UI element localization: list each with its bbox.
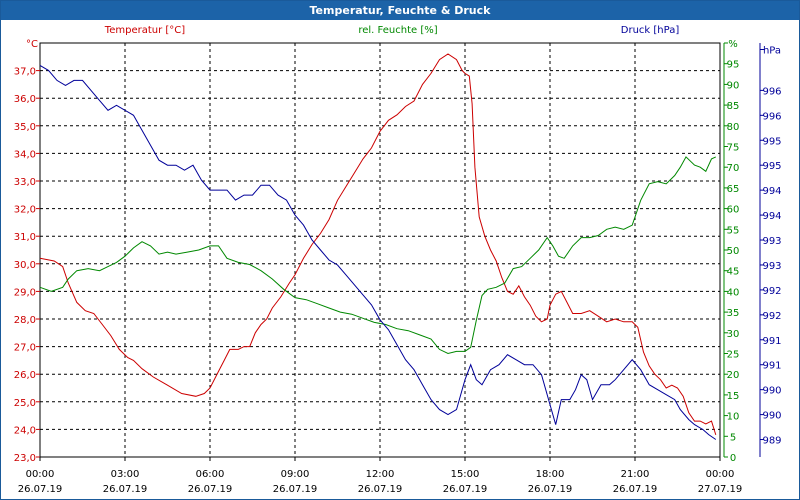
humidity-series-label: rel. Feuchte [%]: [358, 25, 437, 36]
humidity-tick-label: 55: [727, 225, 740, 236]
temperature-tick-label: 32,0: [14, 205, 36, 216]
pressure-tick-label: 990: [762, 386, 781, 397]
humidity-tick-label: 95: [727, 60, 740, 71]
temperature-tick-label: 29,0: [14, 287, 36, 298]
x-tick-time: 15:00: [451, 469, 480, 480]
x-tick-date: 26.07.19: [358, 484, 403, 495]
temperature-tick-label: 33,0: [14, 177, 36, 188]
humidity-tick-label: 45: [727, 267, 740, 278]
humidity-axis: 0 5 10 15 20 25 30 35 40 45 50 55 60 65 70 75 80 85 90 95%: [723, 39, 740, 464]
chart-grid: [39, 42, 721, 458]
pressure-tick-label: 989: [762, 436, 781, 447]
x-tick-date: 27.07.19: [698, 484, 743, 495]
temperature-tick-label: 34,0: [14, 149, 36, 160]
pressure-tick-label: 996: [762, 86, 781, 97]
pressure-tick-label: 995: [762, 136, 781, 147]
humidity-tick-label: 10: [727, 412, 740, 423]
humidity-tick-label: 20: [727, 370, 740, 381]
x-tick-date: 26.07.19: [103, 484, 148, 495]
temperature-line: [39, 53, 717, 436]
pressure-tick-label: 992: [762, 311, 781, 322]
temperature-tick-label: 36,0: [14, 94, 36, 105]
humidity-tick-label: 70: [727, 163, 740, 174]
humidity-tick-label: 25: [727, 350, 740, 361]
x-tick-date: 26.07.19: [273, 484, 318, 495]
temperature-series-label: Temperatur [°C]: [104, 25, 185, 36]
pressure-tick-label: 990: [762, 411, 781, 422]
x-tick-time: 03:00: [111, 469, 140, 480]
x-tick-time: 21:00: [621, 469, 650, 480]
temperature-tick-label: 25,0: [14, 398, 36, 409]
axis-headers: °C Temperatur [°C] rel. Feuchte [%] Druc…: [26, 25, 679, 50]
x-tick-time: 00:00: [706, 469, 735, 480]
x-tick-date: 26.07.19: [528, 484, 573, 495]
pressure-series-label: Druck [hPa]: [621, 25, 680, 36]
x-tick-time: 00:00: [26, 469, 55, 480]
pressure-tick-label: 991: [762, 336, 781, 347]
pressure-tick-label: 992: [762, 286, 781, 297]
pressure-tick-label: 994: [762, 211, 781, 222]
temperature-axis: 23,0 24,0 25,0 26,0 27,0 28,0 29,0 30,0 31,0 32,0…: [14, 67, 40, 464]
x-tick-time: 18:00: [536, 469, 565, 480]
humidity-tick-label: 15: [727, 391, 740, 402]
pressure-tick-label: 993: [762, 261, 781, 272]
temperature-tick-label: 30,0: [14, 260, 36, 271]
x-tick-date: 26.07.19: [443, 484, 488, 495]
window-title: Temperatur, Feuchte & Druck: [1, 1, 799, 20]
pressure-tick-label: 994: [762, 186, 781, 197]
pressure-tick-label: 995: [762, 161, 781, 172]
temperature-tick-label: 23,0: [14, 453, 36, 464]
temperature-tick-label: 26,0: [14, 370, 36, 381]
temperature-tick-label: 35,0: [14, 122, 36, 133]
humidity-line: [39, 156, 717, 355]
x-tick-time: 09:00: [281, 469, 310, 480]
temperature-tick-label: 28,0: [14, 315, 36, 326]
temperature-tick-label: 31,0: [14, 232, 36, 243]
temperature-tick-label: 24,0: [14, 425, 36, 436]
temperature-tick-label: 27,0: [14, 343, 36, 354]
humidity-tick-label: 0: [730, 453, 736, 464]
chart-series: [39, 53, 717, 440]
humidity-tick-label: 40: [727, 287, 740, 298]
x-tick-date: 26.07.19: [18, 484, 63, 495]
humidity-tick-label: 85: [727, 101, 740, 112]
humidity-tick-label: %: [728, 39, 738, 50]
x-tick-date: 26.07.19: [188, 484, 233, 495]
humidity-tick-label: 30: [727, 329, 740, 340]
x-tick-time: 06:00: [196, 469, 225, 480]
x-tick-date: 26.07.19: [613, 484, 658, 495]
humidity-tick-label: 75: [727, 143, 740, 154]
time-axis: 00:00 26.07.19 03:00 26.07.19 06:00 26.07.19 0…: [18, 457, 743, 495]
humidity-tick-label: 35: [727, 308, 740, 319]
pressure-line: [39, 64, 717, 440]
x-tick-time: 12:00: [366, 469, 395, 480]
humidity-tick-label: 60: [727, 205, 740, 216]
temperature-unit-label: °C: [26, 39, 38, 50]
pressure-axis: 989 990 990 991 991 992 992 993 993 994 994 995 995 9…: [759, 43, 782, 457]
pressure-tick-label: hPa: [763, 45, 781, 56]
humidity-tick-label: 5: [730, 432, 736, 443]
pressure-tick-label: 991: [762, 361, 781, 372]
humidity-tick-label: 65: [727, 184, 740, 195]
temperature-tick-label: 37,0: [14, 67, 36, 78]
humidity-tick-label: 50: [727, 246, 740, 257]
humidity-tick-label: 90: [727, 80, 740, 91]
humidity-tick-label: 80: [727, 122, 740, 133]
pressure-tick-label: 996: [762, 111, 781, 122]
pressure-tick-label: 993: [762, 236, 781, 247]
